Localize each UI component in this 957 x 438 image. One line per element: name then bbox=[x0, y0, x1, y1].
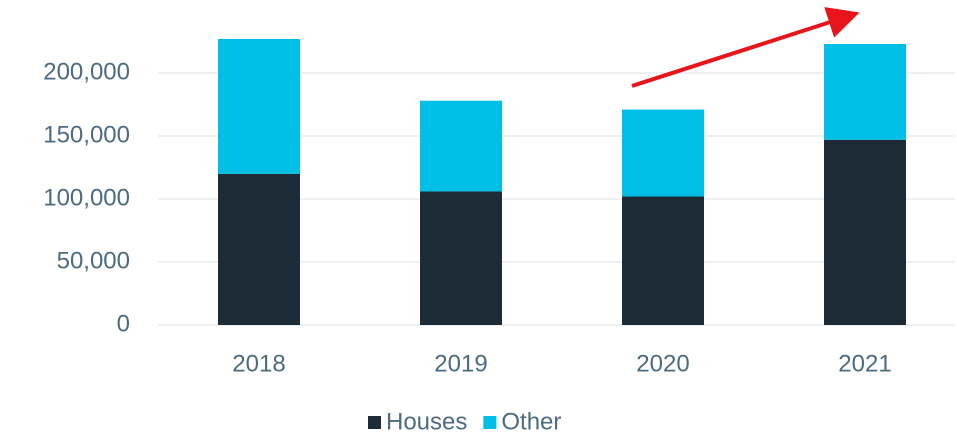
bar-segment bbox=[824, 139, 906, 325]
x-tick-label: 2019 bbox=[434, 350, 487, 377]
x-tick-label: 2021 bbox=[838, 350, 891, 377]
bar-segment bbox=[824, 44, 906, 140]
y-tick-label: 50,000 bbox=[57, 247, 130, 274]
y-tick-label: 200,000 bbox=[43, 58, 130, 85]
x-tick-label: 2020 bbox=[636, 350, 689, 377]
bar-segment bbox=[622, 109, 704, 197]
bar-segment bbox=[622, 196, 704, 325]
legend-label: Other bbox=[501, 408, 561, 435]
trend-arrow bbox=[631, 7, 860, 88]
x-tick-label: 2018 bbox=[232, 350, 285, 377]
bar-segment bbox=[420, 100, 502, 192]
legend-swatch bbox=[368, 416, 381, 429]
y-tick-label: 0 bbox=[117, 310, 130, 337]
bar-segment bbox=[420, 191, 502, 325]
bar-segment bbox=[218, 173, 300, 325]
bar-segment bbox=[218, 38, 300, 174]
bars bbox=[218, 38, 906, 325]
y-tick-label: 100,000 bbox=[43, 184, 130, 211]
legend-label: Houses bbox=[386, 408, 467, 435]
legend-swatch bbox=[483, 416, 497, 429]
y-tick-label: 150,000 bbox=[43, 121, 130, 148]
